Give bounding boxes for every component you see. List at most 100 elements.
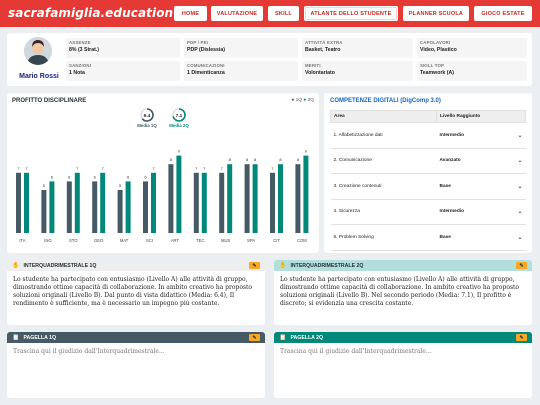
info-sanzioni: SANZIONI 1 Nota	[66, 61, 180, 81]
bar-label-com-1q: 8	[297, 157, 300, 162]
chevron-down-icon: ⌄	[517, 209, 523, 216]
bar-ing-2q	[49, 181, 55, 233]
info-pdp-pei: PDP / PEI PDP (Dislessia)	[184, 38, 298, 58]
table-row: 3. Creazione contenuti Base ⌄	[330, 173, 526, 200]
bar-label-sci-1q: 6	[144, 174, 147, 179]
panel-header: 📋 PAGELLA 2Q ✎	[274, 332, 532, 343]
pagella-1q-dropzone[interactable]: Trascina qui il giudizio dall'Interquadr…	[13, 348, 165, 355]
pagella-1q-panel: 📋 PAGELLA 1Q ✎ Trascina qui il giudizio …	[7, 332, 265, 398]
judgment-text-2q[interactable]: Lo studente ha partecipato con entusiasm…	[280, 276, 520, 308]
nav-skill[interactable]: SKILL	[268, 6, 299, 21]
chevron-down-icon: ⌄	[517, 158, 523, 165]
judgment-text-1q[interactable]: Lo studente ha partecipato con entusiasm…	[13, 276, 253, 308]
bar-label-art-1q: 8	[170, 157, 173, 162]
interquadrimestrale-2q-panel: ✋ INTERQUADRIMESTRALE 2Q ✎ Lo studente h…	[274, 260, 532, 325]
bar-label-art-2q: 9	[178, 149, 181, 154]
bar-label-spa-1q: 8	[246, 157, 249, 162]
bar-label-ing-1q: 5	[43, 183, 46, 188]
chevron-down-icon: ⌄	[517, 183, 523, 190]
competenze-digitali-card: COMPETENZE DIGITALI (DigComp 3.0) Area L…	[324, 93, 532, 253]
bar-label-com-2q: 9	[305, 149, 308, 154]
nav-valutazione[interactable]: VALUTAZIONE	[211, 6, 263, 21]
area-cell: 5. Problem Solving	[330, 224, 437, 251]
edit-icon[interactable]: ✎	[516, 262, 527, 269]
interquadrimestrale-1q-panel: ✋ INTERQUADRIMESTRALE 1Q ✎ Lo studente h…	[7, 260, 265, 325]
report-icon: 📋	[279, 335, 287, 341]
info-attivita-extra: ATTIVITÀ EXTRA Basket, Teatro	[302, 38, 413, 58]
nav-atlante-studente[interactable]: ATLANTE DELLO STUDENTE	[304, 6, 398, 21]
col-livello: Livello Raggiunto	[436, 110, 526, 123]
student-name: Mario Rossi	[19, 73, 59, 80]
edit-icon[interactable]: ✎	[249, 262, 260, 269]
bar-mus-1q	[219, 172, 225, 233]
bar-sci-1q	[143, 181, 148, 233]
bar-geo-2q	[100, 172, 106, 233]
chart-legend: ● 1Q ● 2Q	[291, 98, 314, 103]
top-bar: sacrafamiglia.education HOME VALUTAZIONE…	[0, 0, 540, 27]
brand-logo[interactable]: sacrafamiglia.education	[8, 6, 174, 20]
bar-label-ita-2q: 7	[25, 166, 28, 171]
table-row: 1. Alfabetizzazione dati Intermedio ⌄	[330, 122, 526, 149]
bar-com-2q	[303, 155, 309, 233]
x-tick-spa: SPA	[247, 238, 255, 243]
avatar	[24, 37, 52, 65]
bar-label-geo-1q: 6	[94, 174, 97, 179]
competenze-table: Area Livello Raggiunto 1. Alfabetizzazio…	[330, 110, 526, 251]
x-tick-tec: TEC	[196, 238, 204, 243]
chart-title: PROFITTO DISCIPLINARE	[12, 98, 87, 104]
bar-cit-2q	[278, 164, 283, 233]
student-profile-card: Mario Rossi ASSENZE 8% (3 Strat.) PDP / P…	[7, 33, 532, 86]
profitto-chart-card: PROFITTO DISCIPLINARE ● 1Q ● 2Q 6.4 Media…	[7, 93, 319, 253]
bar-mat-1q	[117, 190, 123, 233]
level-select[interactable]: Intermedio ⌄	[436, 122, 526, 149]
panel-header: ✋ INTERQUADRIMESTRALE 1Q ✎	[7, 260, 265, 271]
competenze-title: COMPETENZE DIGITALI (DigComp 3.0)	[330, 98, 441, 104]
avg-label-2: Media 2Q	[169, 123, 189, 128]
bar-ing-1q	[41, 190, 47, 233]
edit-icon[interactable]: ✎	[516, 334, 527, 341]
bar-label-cit-1q: 7	[271, 166, 274, 171]
x-tick-art: ART	[171, 238, 180, 243]
bar-label-ita-1q: 7	[17, 166, 20, 171]
level-select[interactable]: Avanzato ⌄	[436, 148, 526, 174]
bar-geo-1q	[92, 181, 98, 233]
col-area: Area	[330, 110, 437, 123]
avg-ring-1	[140, 108, 154, 122]
info-comunicazioni: COMUNICAZIONI 1 Dimenticanza	[184, 61, 298, 81]
bar-label-mus-1q: 7	[221, 166, 224, 171]
x-tick-ita: ITA	[19, 238, 25, 243]
bar-cit-1q	[270, 172, 275, 233]
bar-label-mat-1q: 5	[119, 183, 122, 188]
x-tick-mat: MAT	[120, 238, 129, 243]
bar-mus-2q	[227, 164, 233, 233]
x-tick-sto: STO	[69, 238, 78, 243]
avg-label-1: Media 1Q	[137, 123, 157, 128]
chevron-down-icon: ⌄	[517, 234, 523, 241]
bar-ita-1q	[16, 172, 21, 233]
info-meriti: MERITI Volontariato	[302, 61, 413, 81]
area-cell: 3. Creazione contenuti	[330, 173, 437, 200]
avg-value-2: 7.1	[176, 113, 183, 119]
level-select[interactable]: Base ⌄	[436, 173, 526, 200]
bar-label-tec-1q: 7	[195, 166, 198, 171]
nav-home[interactable]: HOME	[174, 6, 207, 21]
info-capolavori: CAPOLAVORI Video, Plastico	[417, 38, 527, 58]
level-select[interactable]: Base ⌄	[436, 224, 526, 251]
bar-mat-2q	[125, 181, 131, 233]
bar-art-2q	[176, 155, 182, 233]
chevron-down-icon: ⌄	[517, 132, 523, 139]
bar-label-sto-2q: 7	[76, 166, 79, 171]
pagella-2q-dropzone[interactable]: Trascina qui il giudizio dall'Interquadr…	[280, 348, 432, 355]
edit-icon[interactable]: ✎	[249, 334, 260, 341]
area-cell: 1. Alfabetizzazione dati	[330, 122, 437, 149]
info-assenze: ASSENZE 8% (3 Strat.)	[66, 38, 180, 58]
hand-icon: ✋	[12, 263, 20, 269]
nav-gioco-estate[interactable]: GIOCO ESTATE	[474, 6, 532, 21]
level-select[interactable]: Intermedio ⌄	[436, 199, 526, 225]
x-tick-cit: CIT	[273, 238, 280, 243]
bar-label-mat-2q: 6	[127, 174, 130, 179]
bar-sto-1q	[66, 181, 72, 233]
bar-tec-2q	[201, 172, 207, 233]
nav-planner-scuola[interactable]: PLANNER SCUOLA	[403, 6, 469, 21]
